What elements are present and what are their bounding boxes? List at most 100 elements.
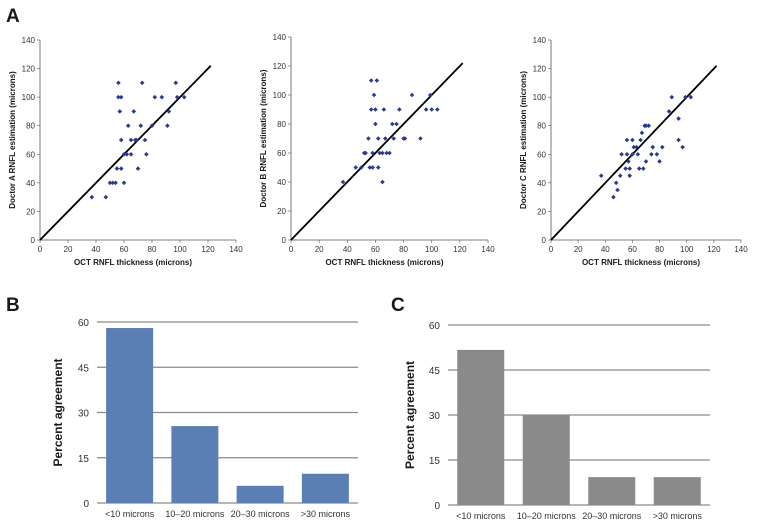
data-point bbox=[144, 151, 149, 157]
data-point bbox=[121, 151, 127, 157]
panel-label-c: C bbox=[391, 295, 405, 316]
panel-label-b: B bbox=[6, 295, 20, 316]
x-category-label: <10 microns bbox=[456, 511, 506, 521]
bar bbox=[653, 477, 701, 505]
y-axis-title: Percent agreement bbox=[403, 361, 417, 469]
data-point bbox=[107, 180, 113, 186]
x-axis-title: OCT RNFL thickness (microns) bbox=[74, 258, 192, 267]
data-point bbox=[370, 150, 375, 156]
y-tick-label: 100 bbox=[533, 93, 547, 102]
data-point bbox=[368, 107, 374, 112]
bar bbox=[106, 328, 154, 503]
data-point bbox=[363, 150, 368, 156]
data-point bbox=[373, 121, 378, 127]
y-tick-label: 45 bbox=[429, 366, 441, 377]
y-tick-label: 0 bbox=[542, 236, 547, 245]
data-point bbox=[619, 151, 624, 157]
x-tick-label: 20 bbox=[574, 245, 583, 254]
x-tick-label: 20 bbox=[315, 245, 324, 254]
data-point bbox=[666, 109, 672, 114]
data-point bbox=[173, 80, 179, 86]
x-tick-label: 100 bbox=[425, 245, 439, 254]
data-point bbox=[435, 107, 440, 112]
data-point bbox=[680, 144, 685, 150]
x-category-label: <10 microns bbox=[105, 509, 155, 519]
x-category-label: 20–30 microns bbox=[582, 511, 642, 521]
y-tick-label: 0 bbox=[282, 236, 287, 245]
x-tick-label: 80 bbox=[148, 245, 157, 254]
y-tick-label: 40 bbox=[277, 178, 286, 187]
data-point bbox=[384, 150, 389, 156]
bar-chart-c: 0 15 30 45 60 <10 microns 10–20 microns 20–30 m… bbox=[403, 321, 710, 521]
data-point bbox=[166, 109, 172, 114]
y-tick-label: 20 bbox=[277, 207, 286, 216]
x-tick-label: 40 bbox=[343, 245, 352, 254]
y-tick-label: 80 bbox=[537, 122, 546, 131]
data-point bbox=[370, 165, 375, 170]
data-point bbox=[623, 166, 628, 171]
y-tick-label: 60 bbox=[78, 318, 90, 329]
y-tick-label: 30 bbox=[429, 411, 441, 422]
data-point bbox=[639, 130, 645, 136]
data-point bbox=[613, 180, 619, 186]
data-point bbox=[626, 159, 631, 164]
data-point bbox=[135, 166, 141, 171]
data-point bbox=[409, 92, 415, 98]
data-point bbox=[630, 137, 635, 143]
data-point bbox=[676, 116, 681, 121]
y-tick-label: 140 bbox=[273, 33, 287, 42]
x-category-label: 20–30 microns bbox=[231, 509, 291, 519]
scatter-doctor-c: 0 20 40 60 80 100 120 140 0 20 40 60 80 100 120 140 OCT … bbox=[519, 36, 748, 267]
data-point bbox=[638, 137, 643, 143]
data-point bbox=[375, 136, 381, 141]
data-point bbox=[89, 194, 95, 200]
y-tick-label: 0 bbox=[31, 236, 36, 245]
scatter-doctor-b: 0 20 40 60 80 100 120 140 0 20 40 60 80 100 120 140 OCT … bbox=[259, 33, 495, 267]
data-point bbox=[631, 144, 637, 150]
data-point bbox=[367, 165, 373, 170]
data-point bbox=[165, 123, 170, 129]
identity-line bbox=[550, 65, 718, 241]
data-point bbox=[116, 94, 121, 100]
x-tick-label: 60 bbox=[120, 245, 129, 254]
data-point bbox=[418, 136, 423, 141]
data-point bbox=[598, 173, 604, 179]
y-tick-label: 30 bbox=[78, 409, 90, 420]
data-point bbox=[650, 144, 656, 150]
scatter-doctor-a: 0 20 40 60 80 100 120 140 0 20 40 60 80 100 120 140 OCT … bbox=[8, 36, 243, 267]
data-point bbox=[371, 92, 377, 98]
data-point bbox=[402, 136, 408, 141]
panel-label-a: A bbox=[6, 6, 20, 27]
y-tick-label: 15 bbox=[78, 454, 90, 465]
y-tick-label: 40 bbox=[26, 179, 35, 188]
y-axis-title: Percent agreement bbox=[51, 358, 65, 466]
data-point bbox=[636, 166, 642, 171]
data-point bbox=[429, 107, 435, 112]
bar bbox=[236, 485, 284, 503]
data-point bbox=[118, 137, 124, 143]
x-tick-label: 120 bbox=[201, 245, 215, 254]
x-tick-label: 0 bbox=[289, 245, 294, 254]
y-tick-label: 60 bbox=[537, 150, 546, 159]
data-point bbox=[174, 94, 180, 100]
data-point bbox=[688, 94, 694, 100]
data-point bbox=[359, 165, 364, 170]
y-tick-label: 120 bbox=[533, 65, 547, 74]
data-point bbox=[643, 159, 649, 164]
data-point bbox=[630, 151, 635, 157]
y-tick-label: 100 bbox=[22, 93, 36, 102]
data-point bbox=[382, 136, 388, 141]
data-point bbox=[380, 150, 385, 156]
y-tick-label: 60 bbox=[26, 150, 35, 159]
data-point bbox=[117, 109, 123, 114]
data-point bbox=[373, 107, 378, 112]
x-tick-label: 120 bbox=[453, 245, 467, 254]
data-point bbox=[121, 180, 127, 186]
y-tick-label: 0 bbox=[83, 499, 89, 510]
data-point bbox=[114, 166, 120, 171]
y-tick-label: 140 bbox=[22, 36, 36, 45]
y-tick-label: 0 bbox=[434, 501, 440, 512]
data-point bbox=[611, 194, 616, 200]
bar bbox=[457, 349, 505, 505]
data-point bbox=[353, 165, 359, 170]
